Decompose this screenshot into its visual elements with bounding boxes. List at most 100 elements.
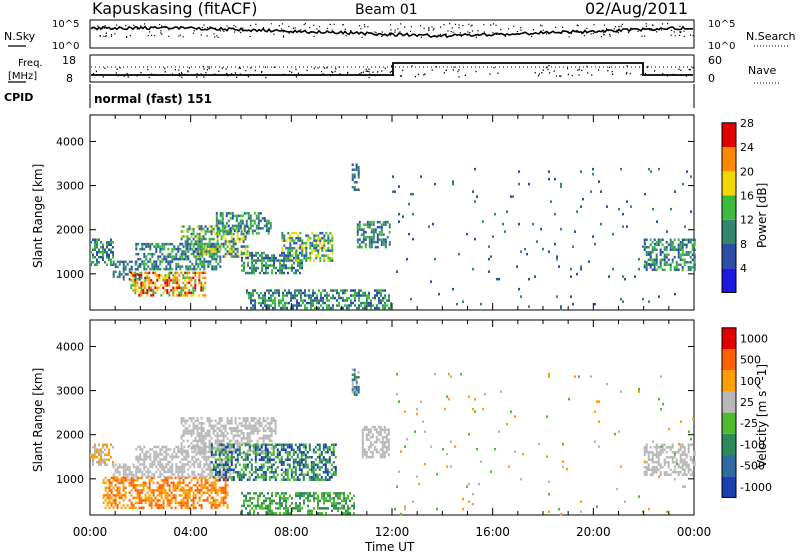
power-cell: [186, 237, 189, 241]
velocity-cell: [112, 486, 115, 490]
velocity-cell: [367, 428, 370, 431]
power-cell: [348, 304, 350, 307]
nave-dot: [545, 66, 547, 69]
power-cell: [310, 296, 312, 300]
velocity-cell: [298, 463, 301, 466]
power-cell: [255, 232, 258, 235]
power-cell: [396, 270, 398, 273]
velocity-cell: [172, 489, 175, 492]
velocity-cell: [645, 448, 648, 451]
velocity-cell: [349, 492, 351, 495]
power-cell: [249, 219, 252, 223]
power-cell: [329, 256, 332, 260]
power-cell: [320, 296, 322, 300]
power-cell: [327, 246, 330, 250]
velocity-cell: [256, 432, 259, 435]
power-cell: [167, 267, 170, 271]
power-cell: [289, 241, 292, 245]
power-cell: [358, 294, 360, 297]
power-cell: [378, 225, 381, 229]
velocity-cell: [165, 453, 168, 456]
velocity-cell: [188, 486, 191, 490]
power-cell: [146, 276, 149, 280]
velocity-cell: [290, 473, 293, 476]
power-cell: [376, 233, 379, 236]
power-cell: [291, 236, 294, 240]
power-cell: [251, 256, 253, 260]
power-cell: [239, 219, 242, 223]
velocity-cell: [253, 512, 255, 515]
power-cell: [653, 266, 656, 269]
velocity-cell: [272, 451, 275, 454]
velocity-cell: [337, 492, 339, 495]
power-cell: [265, 269, 267, 272]
velocity-cell: [182, 496, 185, 500]
velocity-cell: [381, 443, 384, 446]
velocity-cell: [302, 473, 305, 476]
power-cell: [323, 244, 326, 247]
velocity-cell: [128, 465, 131, 469]
power-cell: [198, 281, 201, 285]
velocity-cell: [220, 451, 223, 454]
velocity-cell: [657, 451, 660, 454]
velocity-cell: [106, 458, 108, 461]
nsearch-dot: [323, 32, 325, 34]
nsearch-dot: [390, 29, 392, 31]
velocity-cell: [282, 448, 285, 451]
power-cell: [670, 207, 672, 211]
velocity-cell: [98, 458, 100, 461]
power-cell: [219, 257, 222, 261]
power-cell: [138, 274, 141, 277]
nsearch-dot: [460, 35, 462, 37]
velocity-cell: [128, 473, 131, 476]
velocity-cell: [106, 463, 108, 466]
velocity-cell: [387, 445, 390, 449]
velocity-cell: [367, 455, 370, 459]
nave-dot: [148, 76, 150, 79]
power-cell: [242, 232, 245, 236]
velocity-cell: [355, 386, 358, 389]
power-cell: [342, 291, 344, 295]
velocity-cell: [92, 463, 94, 466]
power-cell: [241, 256, 243, 260]
power-cell: [362, 301, 364, 305]
power-cell: [187, 257, 190, 261]
velocity-cell: [246, 419, 249, 423]
power-cell: [368, 238, 371, 241]
velocity-cell: [302, 466, 305, 469]
velocity-cell: [244, 468, 247, 471]
power-cell: [146, 291, 149, 295]
nsearch-dot: [345, 35, 347, 37]
velocity-cell: [268, 461, 271, 464]
nave-dot: [629, 72, 631, 75]
velocity-cell: [186, 432, 189, 435]
power-cell: [248, 291, 250, 295]
power-cell: [221, 229, 224, 233]
velocity-cell: [291, 497, 293, 500]
power-cell: [291, 246, 294, 250]
power-cell: [325, 254, 328, 257]
power-cell: [200, 225, 203, 228]
power-cell: [372, 233, 375, 236]
velocity-cell: [249, 492, 251, 495]
velocity-cell: [319, 507, 321, 510]
velocity-cell: [669, 473, 672, 476]
velocity-cell: [264, 443, 267, 446]
nsearch-dot: [630, 29, 632, 31]
power-cell: [190, 291, 193, 295]
power-cell: [284, 301, 286, 305]
velocity-cell: [202, 444, 205, 448]
power-cell: [198, 225, 201, 228]
velocity-cell: [132, 465, 135, 469]
velocity-cell: [132, 473, 135, 476]
power-cell: [279, 269, 281, 272]
power-cell: [488, 270, 490, 273]
velocity-cell: [187, 445, 190, 449]
velocity-cell: [190, 447, 193, 450]
velocity-cell: [323, 499, 325, 503]
velocity-cell: [226, 506, 229, 510]
velocity-cell: [387, 440, 390, 444]
velocity-cell: [207, 473, 210, 476]
nsearch-dot: [683, 30, 685, 32]
nsearch-dot: [443, 24, 445, 26]
